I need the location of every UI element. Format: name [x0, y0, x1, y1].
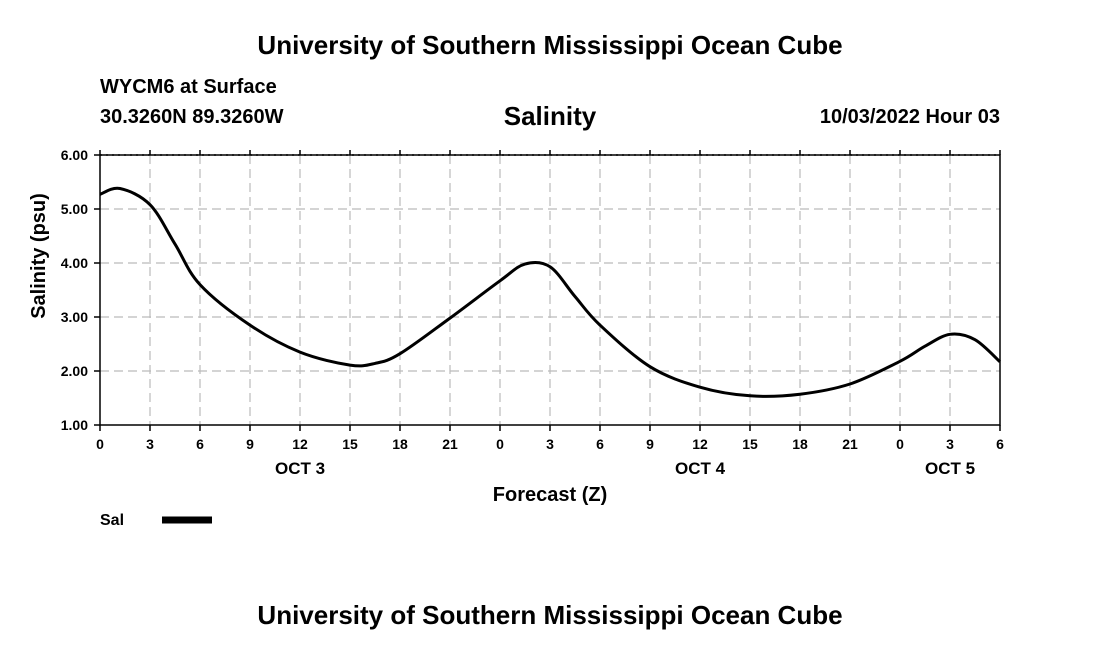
x-tick-label: 15 — [742, 436, 758, 452]
x-tick-label: 3 — [146, 436, 154, 452]
x-axis-label: Forecast (Z) — [493, 484, 607, 506]
x-tick-label: 3 — [546, 436, 554, 452]
x-tick-label: 12 — [292, 436, 308, 452]
x-tick-label: 0 — [96, 436, 104, 452]
y-tick-label: 1.00 — [61, 417, 88, 433]
x-tick-label: 3 — [946, 436, 954, 452]
y-axis-ticks: 1.00 2.00 3.00 4.00 5.00 6.00 — [61, 147, 100, 433]
x-tick-label: 6 — [196, 436, 204, 452]
y-tick-label: 2.00 — [61, 363, 88, 379]
y-tick-label: 6.00 — [61, 147, 88, 163]
x-tick-label: 6 — [996, 436, 1004, 452]
x-tick-label: 12 — [692, 436, 708, 452]
x-tick-label: 21 — [842, 436, 858, 452]
x-tick-label: 15 — [342, 436, 358, 452]
x-tick-label: 0 — [496, 436, 504, 452]
legend-label: Sal — [100, 512, 124, 529]
grid-lines — [100, 154, 1000, 425]
chart-title: Salinity — [503, 101, 597, 131]
bottom-title: University of Southern Mississippi Ocean… — [257, 600, 843, 630]
x-tick-label: 21 — [442, 436, 458, 452]
day-label: OCT 3 — [275, 459, 325, 478]
y-axis-label: Salinity (psu) — [28, 193, 50, 319]
x-tick-label: 18 — [392, 436, 408, 452]
y-tick-label: 3.00 — [61, 309, 88, 325]
legend: Sal — [100, 512, 212, 529]
x-axis-ticks: 0 3 6 9 12 15 18 21 0 3 6 9 12 15 18 21 0 3 6 — [96, 150, 1004, 452]
valid-time: 10/03/2022 Hour 03 — [819, 106, 1000, 128]
y-tick-label: 4.00 — [61, 255, 88, 271]
series-line-sal — [99, 186, 1002, 398]
top-title: University of Southern Mississippi Ocean… — [257, 30, 843, 60]
x-tick-label: 9 — [246, 436, 254, 452]
station-label: WYCM6 at Surface — [100, 76, 277, 98]
day-label: OCT 4 — [675, 459, 726, 478]
day-labels: OCT 3 OCT 4 OCT 5 — [275, 459, 975, 478]
y-tick-label: 5.00 — [61, 201, 88, 217]
x-tick-label: 9 — [646, 436, 654, 452]
x-tick-label: 18 — [792, 436, 808, 452]
x-tick-label: 0 — [896, 436, 904, 452]
station-coordinates: 30.3260N 89.3260W — [100, 106, 284, 128]
day-label: OCT 5 — [925, 459, 975, 478]
x-tick-label: 6 — [596, 436, 604, 452]
